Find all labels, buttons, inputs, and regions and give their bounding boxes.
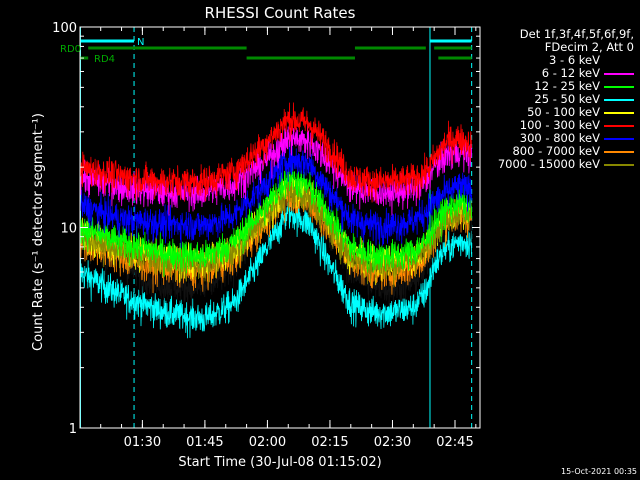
rd4-label: RD4: [94, 54, 115, 65]
decimation-bars: [80, 46, 472, 60]
legend-entry-label: 6 - 12 keV: [541, 66, 600, 80]
legend-entry: 25 - 50 keV: [484, 93, 634, 106]
x-tick-label: 01:45: [186, 435, 223, 450]
x-tick-label: 02:30: [374, 435, 411, 450]
legend-swatch: [604, 85, 634, 88]
x-tick-label: 02:45: [436, 435, 473, 450]
series-layer: [79, 102, 473, 339]
legend-swatch: [604, 111, 634, 114]
series-line: [79, 142, 473, 248]
legend-entry: 800 - 7000 keV: [484, 145, 634, 158]
legend-header-line-2: FDecim 2, Att 0: [544, 40, 634, 54]
y-tick-label: 1: [69, 422, 77, 437]
x-tick-label: 01:30: [124, 435, 161, 450]
generation-timestamp: 15-Oct-2021 00:35: [561, 467, 637, 476]
legend-entry: 300 - 800 keV: [484, 132, 634, 145]
legend-entry-label: 7000 - 15000 keV: [497, 157, 600, 171]
legend-entry: 50 - 100 keV: [484, 106, 634, 119]
y-axis-label: Count Rate (s⁻¹ detector segment⁻¹): [31, 113, 46, 351]
chart-title: RHESSI Count Rates: [205, 4, 356, 22]
legend-entry: 100 - 300 keV: [484, 119, 634, 132]
y-tick-label: 10: [60, 222, 77, 237]
legend: Det 1f,3f,4f,5f,6f,9f, FDecim 2, Att 0 3…: [484, 28, 634, 171]
legend-header-line-1: Det 1f,3f,4f,5f,6f,9f,: [519, 27, 634, 41]
x-tick-label: 02:00: [249, 435, 286, 450]
legend-entry-label: 50 - 100 keV: [527, 105, 600, 119]
legend-entries: 3 - 6 keV 6 - 12 keV 12 - 25 keV 25 - 50 ke…: [484, 54, 634, 171]
legend-entry: 3 - 6 keV: [484, 54, 634, 67]
x-tick-label: 02:15: [311, 435, 348, 450]
series-line: [79, 199, 473, 339]
legend-entry: 12 - 25 keV: [484, 80, 634, 93]
night-label: N: [137, 37, 144, 48]
legend-entry-label: 300 - 800 keV: [519, 131, 600, 145]
legend-swatch: [604, 163, 634, 166]
legend-entry-label: 100 - 300 keV: [519, 118, 600, 132]
x-axis-label: Start Time (30-Jul-08 01:15:02): [178, 455, 381, 470]
legend-entry-label: 3 - 6 keV: [549, 53, 600, 67]
axis-ticks: 01:30 01:45 02:00 02:15 02:30 02:45 1 10 100: [52, 21, 480, 450]
rd0-label: RD0: [60, 44, 81, 55]
legend-swatch: [604, 150, 634, 153]
legend-entry: 7000 - 15000 keV: [484, 158, 634, 171]
legend-entry-label: 25 - 50 keV: [534, 92, 600, 106]
legend-entry: 6 - 12 keV: [484, 67, 634, 80]
legend-swatch: [604, 72, 634, 75]
legend-entry-label: 800 - 7000 keV: [512, 144, 600, 158]
legend-swatch: [604, 124, 634, 127]
legend-swatch: [604, 59, 634, 62]
legend-entry-label: 12 - 25 keV: [534, 79, 600, 93]
series-line: [79, 102, 473, 204]
y-tick-label: 100: [52, 21, 77, 36]
legend-swatch: [604, 98, 634, 101]
series-line: [79, 163, 473, 277]
legend-swatch: [604, 137, 634, 140]
